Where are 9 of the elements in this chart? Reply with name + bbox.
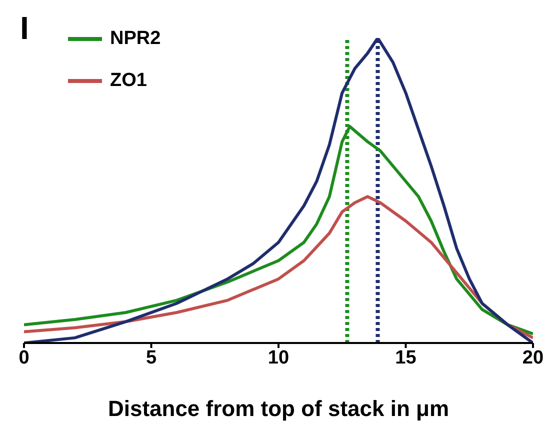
x-tick-label: 20	[522, 347, 544, 368]
x-axis-title: Distance from top of stack in μm	[108, 396, 450, 421]
x-tick-label: 10	[268, 347, 290, 368]
legend-label: NPR2	[110, 28, 161, 50]
legend-label: ZO1	[110, 70, 147, 92]
x-tick-label: 5	[146, 347, 157, 368]
x-tick-label: 15	[395, 347, 417, 368]
x-tick-label: 0	[18, 347, 30, 368]
annotation: I	[20, 10, 29, 47]
